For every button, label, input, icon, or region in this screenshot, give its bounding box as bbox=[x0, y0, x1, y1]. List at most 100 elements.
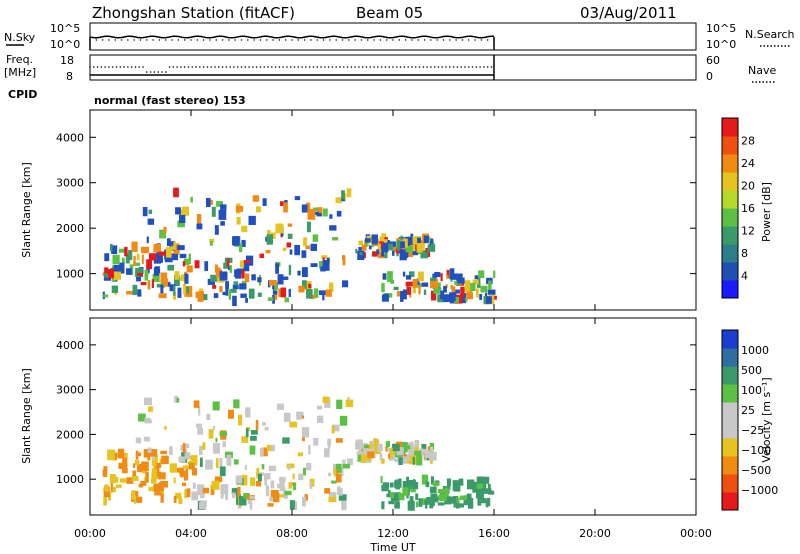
beam-label: Beam 05 bbox=[356, 4, 423, 22]
echo-cell bbox=[190, 455, 198, 466]
echo-cell bbox=[173, 285, 176, 296]
echo-cell bbox=[414, 283, 422, 288]
nsky-tick-bottom: 10^0 bbox=[50, 38, 80, 51]
echo-cell bbox=[160, 493, 164, 503]
colorbar-frame bbox=[721, 329, 739, 511]
freq-dot bbox=[449, 66, 451, 68]
echo-cell bbox=[269, 279, 277, 286]
echo-cell bbox=[379, 236, 383, 245]
echo-cell bbox=[396, 240, 401, 251]
freq-dot bbox=[320, 66, 322, 68]
echo-cell bbox=[110, 481, 113, 493]
echo-cell bbox=[215, 458, 219, 469]
echo-cell bbox=[154, 492, 162, 496]
nsearch-dot bbox=[442, 39, 445, 41]
echo-cell bbox=[289, 500, 295, 510]
freq-dot bbox=[191, 66, 194, 68]
echo-cell bbox=[181, 206, 190, 216]
echo-cell bbox=[118, 462, 126, 469]
freq-unit: [MHz] bbox=[4, 66, 36, 79]
echo-cell bbox=[406, 249, 409, 258]
velocity-ylabel: Slant Range [km] bbox=[20, 368, 33, 464]
colorbar-tick-label: 16 bbox=[741, 202, 755, 215]
echo-cell bbox=[456, 497, 460, 503]
echo-cell bbox=[415, 501, 419, 508]
echo-cell bbox=[229, 265, 233, 273]
echo-cell bbox=[341, 499, 347, 511]
echo-cell bbox=[408, 271, 415, 277]
freq-dot bbox=[134, 66, 137, 68]
echo-cell bbox=[342, 459, 346, 468]
power-colorbar: 28 24 20 16 12 8 4 bbox=[721, 117, 755, 299]
echo-cell bbox=[232, 284, 239, 290]
station-title: Zhongshan Station (fitACF) bbox=[92, 4, 295, 22]
echo-cell bbox=[298, 473, 304, 481]
freq-dot bbox=[123, 66, 125, 68]
echo-cell bbox=[219, 271, 228, 281]
echo-cell bbox=[160, 272, 168, 284]
echo-cell bbox=[267, 229, 271, 239]
echo-cell bbox=[420, 250, 428, 259]
echo-cell bbox=[470, 282, 476, 292]
freq-tick-top: 18 bbox=[60, 54, 74, 67]
freq-dot bbox=[149, 71, 152, 73]
echo-cell bbox=[394, 501, 400, 509]
echo-cell bbox=[263, 473, 271, 480]
echo-cell bbox=[255, 206, 262, 213]
echo-cell bbox=[215, 267, 221, 278]
echo-cell bbox=[377, 248, 385, 256]
freq-dot bbox=[483, 66, 485, 68]
nsearch-dot bbox=[177, 39, 180, 41]
echo-cell bbox=[452, 289, 460, 294]
echo-cell bbox=[184, 489, 188, 496]
echo-cell bbox=[177, 220, 185, 228]
echo-cell bbox=[376, 249, 380, 255]
freq-dot bbox=[354, 66, 356, 68]
colorbar-swatch bbox=[722, 208, 738, 227]
echo-cell bbox=[317, 207, 323, 216]
echo-cell bbox=[379, 453, 383, 461]
echo-cell bbox=[243, 260, 251, 264]
echo-cell bbox=[218, 209, 227, 220]
echo-cell bbox=[308, 283, 312, 289]
echo-cell bbox=[204, 261, 209, 272]
echo-cell bbox=[209, 238, 215, 243]
nsearch-dot bbox=[89, 39, 91, 41]
echo-cell bbox=[451, 286, 456, 293]
nsearch-dot bbox=[253, 39, 255, 41]
echo-cell bbox=[167, 264, 175, 271]
echo-cell bbox=[293, 501, 298, 511]
y-tick-label: 1000 bbox=[56, 473, 84, 486]
echo-cell bbox=[371, 234, 378, 245]
echo-cell bbox=[440, 290, 445, 300]
echo-cell bbox=[160, 481, 169, 488]
echo-cell bbox=[423, 235, 429, 244]
colorbar-tick-label: −25 bbox=[741, 424, 764, 437]
echo-cell bbox=[336, 210, 342, 217]
echo-cell bbox=[425, 481, 430, 488]
cpid-label: CPID bbox=[8, 88, 37, 101]
nsearch-dot bbox=[133, 39, 135, 41]
colorbar-tick-label: 8 bbox=[741, 247, 748, 260]
echo-cell bbox=[382, 273, 387, 280]
echo-cell bbox=[430, 277, 437, 281]
echo-cell bbox=[228, 266, 232, 271]
echo-cell bbox=[256, 467, 260, 479]
echo-cell bbox=[363, 444, 372, 449]
echo-cell bbox=[328, 496, 337, 503]
freq-dot bbox=[407, 66, 409, 68]
echo-cell bbox=[335, 469, 338, 474]
echo-cell bbox=[196, 423, 202, 428]
echo-cell bbox=[179, 468, 184, 478]
colorbar-tick-label: −100 bbox=[741, 444, 771, 457]
echo-cell bbox=[232, 295, 237, 307]
freq-dot bbox=[308, 66, 311, 68]
echo-cell bbox=[197, 428, 204, 435]
echo-cell bbox=[193, 400, 200, 408]
echo-cell bbox=[381, 233, 387, 242]
echo-cell bbox=[267, 503, 274, 507]
echo-cell bbox=[476, 476, 485, 484]
echo-cell bbox=[476, 479, 484, 489]
freq-dot bbox=[361, 66, 364, 68]
echo-cell bbox=[483, 488, 492, 494]
